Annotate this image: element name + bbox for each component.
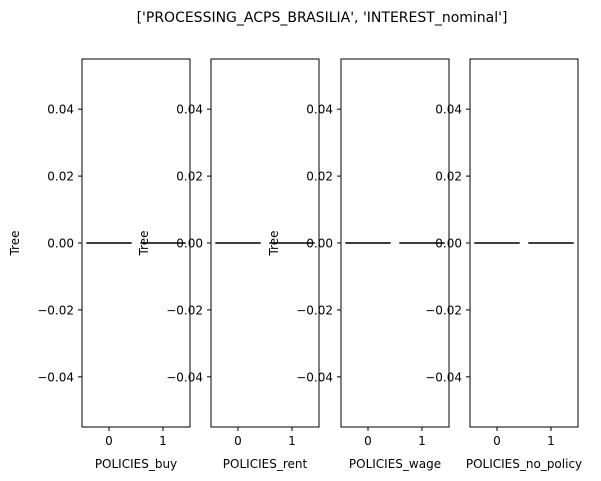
y-axis-label: Tree: [8, 230, 22, 256]
y-tick-label: 0.04: [47, 103, 74, 117]
x-tick-label: 0: [105, 434, 113, 448]
y-tick-label: 0.02: [306, 170, 333, 184]
x-tick-label: 0: [364, 434, 372, 448]
y-tick-label: −0.04: [296, 370, 333, 384]
y-tick-label: 0.00: [306, 237, 333, 251]
y-tick-label: −0.04: [166, 370, 203, 384]
y-tick-label: 0.00: [47, 237, 74, 251]
y-tick-label: 0.04: [435, 103, 462, 117]
x-tick-label: 0: [493, 434, 501, 448]
y-tick-label: −0.04: [37, 370, 74, 384]
x-tick-label: 1: [418, 434, 426, 448]
x-tick-label: 1: [159, 434, 167, 448]
y-axis-label: Tree: [137, 230, 151, 256]
x-tick-label: 0: [234, 434, 242, 448]
x-axis-label: POLICIES_no_policy: [466, 457, 582, 471]
y-tick-label: −0.04: [425, 370, 462, 384]
y-tick-label: 0.00: [176, 237, 203, 251]
figure-suptitle: ['PROCESSING_ACPS_BRASILIA', 'INTEREST_n…: [137, 10, 508, 26]
x-axis-label: POLICIES_buy: [95, 457, 177, 471]
y-tick-label: 0.02: [47, 170, 74, 184]
x-axis-label: POLICIES_wage: [349, 457, 441, 471]
y-axis-label: Tree: [267, 230, 281, 256]
x-axis-label: POLICIES_rent: [223, 457, 308, 471]
y-tick-label: −0.02: [425, 303, 462, 317]
y-tick-label: 0.02: [176, 170, 203, 184]
y-tick-label: 0.02: [435, 170, 462, 184]
y-tick-label: 0.00: [435, 237, 462, 251]
y-tick-label: −0.02: [296, 303, 333, 317]
x-tick-label: 1: [547, 434, 555, 448]
y-tick-label: 0.04: [306, 103, 333, 117]
y-tick-label: 0.04: [176, 103, 203, 117]
y-tick-label: −0.02: [166, 303, 203, 317]
y-tick-label: −0.02: [37, 303, 74, 317]
x-tick-label: 1: [288, 434, 296, 448]
